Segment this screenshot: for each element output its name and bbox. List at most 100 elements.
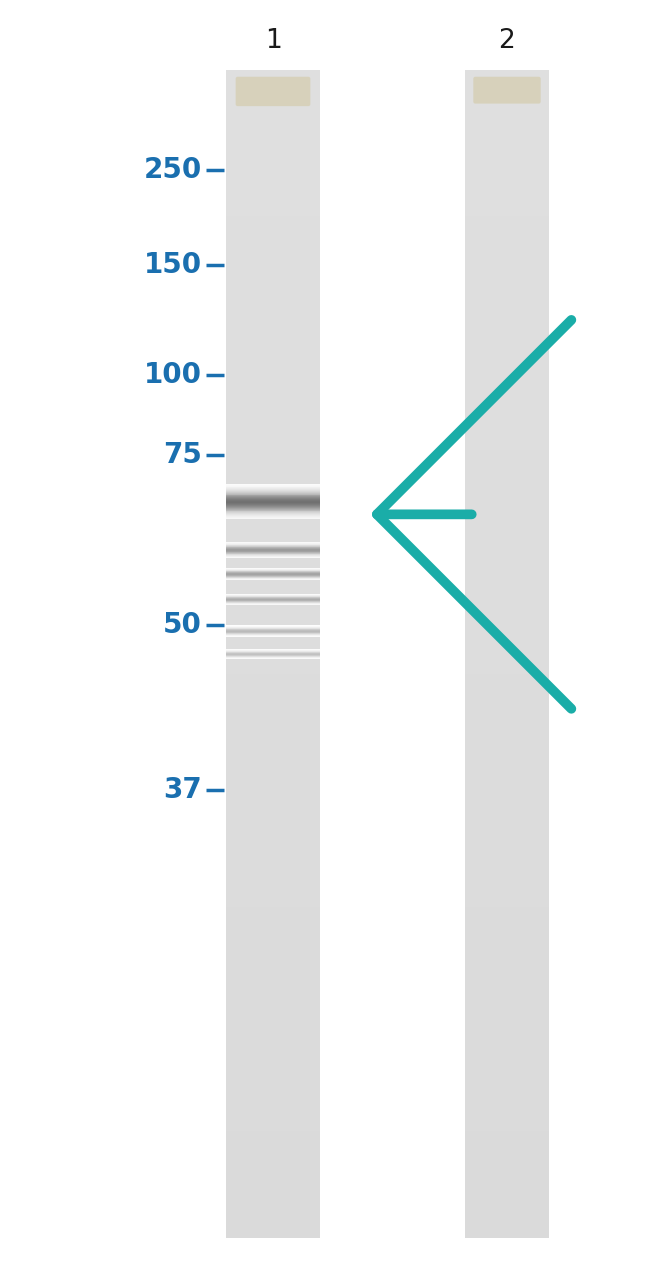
Bar [465,333,549,343]
Bar [226,585,320,596]
Bar [465,615,549,625]
Bar [465,781,549,790]
Bar [465,168,549,177]
Bar [465,89,549,99]
Bar [226,469,320,479]
Bar [226,479,320,489]
Bar [226,673,320,683]
Bar [226,420,320,431]
Bar [465,274,549,284]
Bar [465,157,549,168]
Bar [226,118,320,128]
Bar [465,566,549,577]
Bar [226,304,320,314]
Bar [465,1053,549,1063]
Bar [226,1034,320,1044]
Bar [226,1073,320,1082]
Bar [226,518,320,527]
Bar [465,956,549,965]
Bar [465,479,549,489]
Bar [226,1209,320,1219]
Bar [465,1015,549,1024]
Bar [226,177,320,187]
Bar [465,147,549,157]
Bar [226,450,320,460]
Bar [465,362,549,372]
Bar [226,226,320,235]
Bar [465,771,549,781]
Bar [465,702,549,712]
Bar [226,1092,320,1102]
Bar [465,1180,549,1190]
Bar [465,469,549,479]
Bar [226,489,320,498]
Bar [226,138,320,147]
Bar [465,255,549,264]
Bar [226,255,320,264]
Bar [465,206,549,216]
Bar [465,1092,549,1102]
Bar [226,157,320,168]
Bar [465,381,549,391]
Bar [465,245,549,255]
Bar [465,1219,549,1228]
Bar [226,946,320,956]
Bar [226,1151,320,1161]
Bar [465,489,549,498]
Bar [465,138,549,147]
Bar [226,1190,320,1199]
Bar [465,673,549,683]
Bar [226,1228,320,1238]
Bar [226,596,320,606]
Bar [226,556,320,566]
Bar [226,606,320,615]
Bar [226,683,320,693]
Bar [465,70,549,80]
Bar [465,1063,549,1073]
Bar [226,732,320,742]
Bar [226,848,320,859]
Bar [465,264,549,274]
Bar [226,1063,320,1073]
Bar [226,693,320,702]
Bar [226,1044,320,1053]
Bar [465,431,549,439]
Bar [465,732,549,742]
Bar [465,1140,549,1151]
Bar [465,1199,549,1209]
Bar [226,635,320,644]
Bar [465,323,549,333]
Bar [226,771,320,781]
Bar [226,761,320,771]
Bar [465,391,549,401]
Bar [465,839,549,848]
Text: 75: 75 [163,441,202,469]
Text: 100: 100 [144,361,202,389]
Bar [226,654,320,664]
Bar [465,888,549,898]
Bar [226,362,320,372]
Bar [465,508,549,518]
Bar [226,819,320,829]
Bar [226,293,320,304]
Bar [465,1132,549,1140]
Bar [226,1132,320,1140]
Bar [465,606,549,615]
Bar [226,956,320,965]
Bar [226,1199,320,1209]
Bar [465,518,549,527]
Bar [465,965,549,975]
Bar [465,946,549,956]
Bar [465,420,549,431]
Text: 37: 37 [163,776,202,804]
Bar [465,1102,549,1111]
Bar [226,109,320,118]
Bar [226,1121,320,1132]
Bar [465,693,549,702]
Bar [226,547,320,556]
Bar [465,936,549,946]
Bar [465,994,549,1005]
Bar [226,577,320,585]
Bar [226,168,320,177]
Bar [226,859,320,869]
